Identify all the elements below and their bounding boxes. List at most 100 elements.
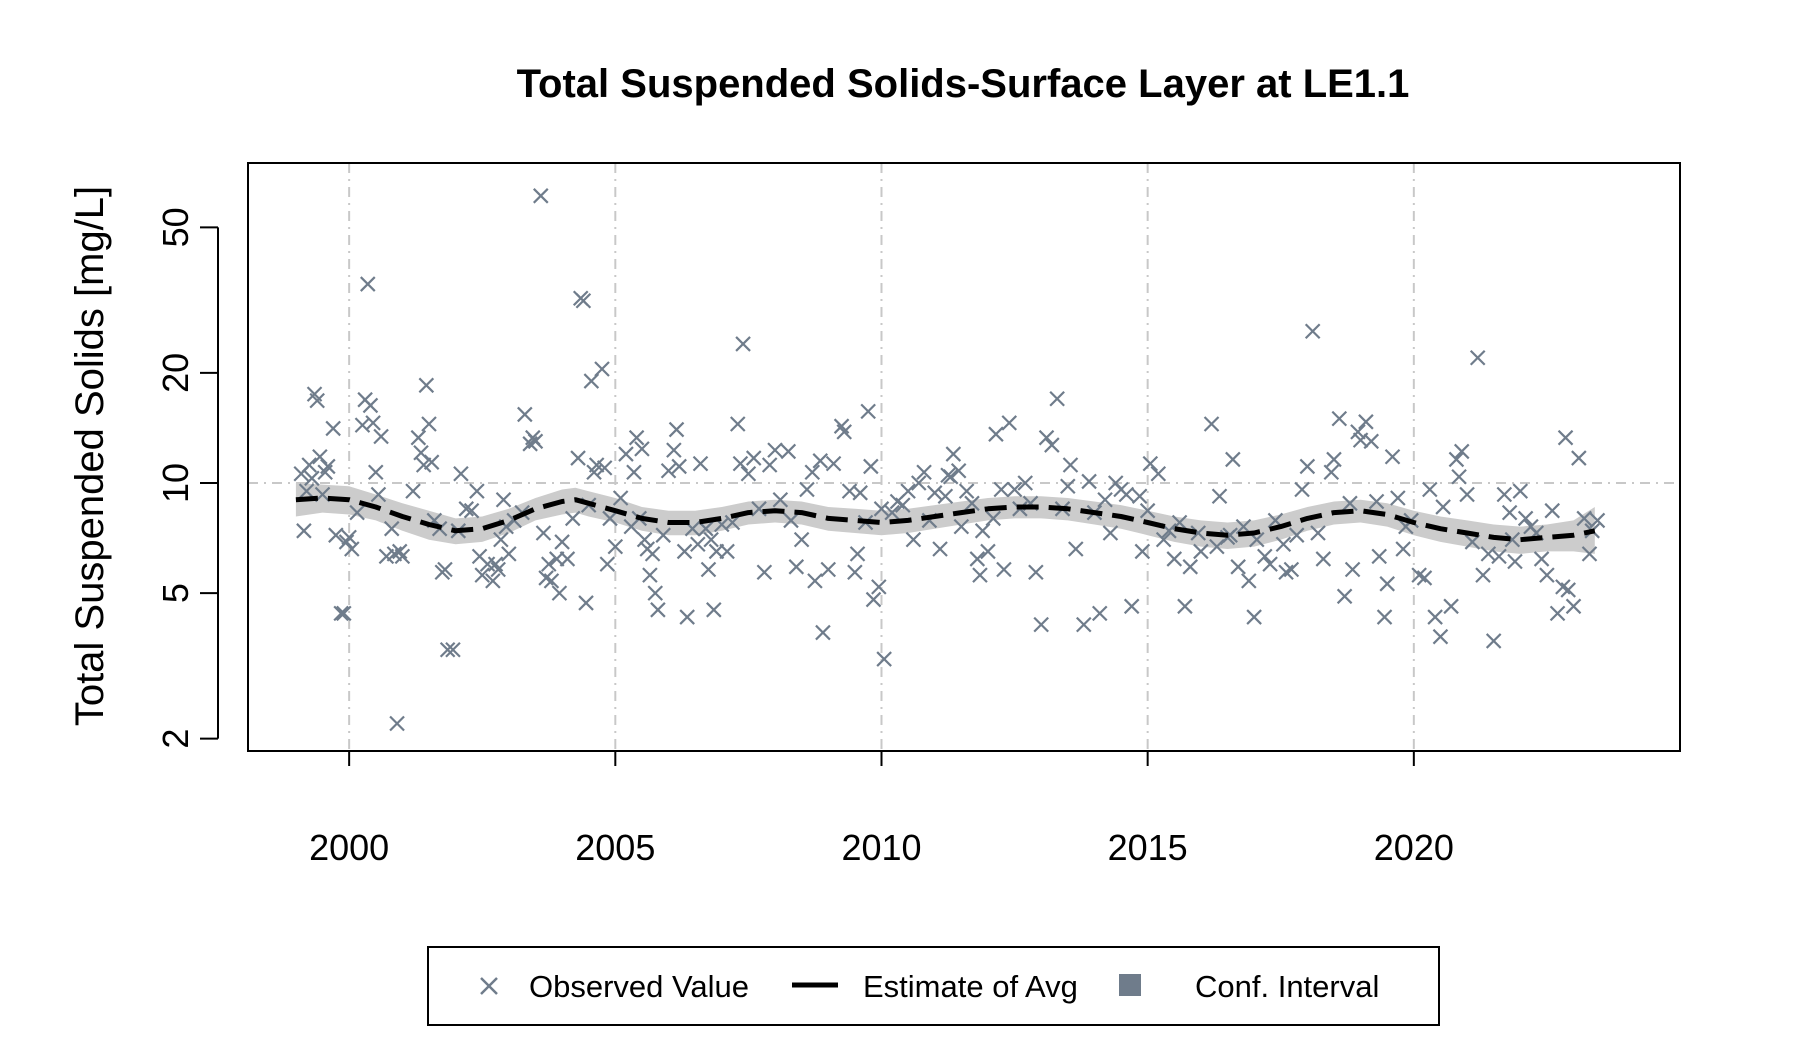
observed-point [1576, 510, 1592, 527]
observed-point [1443, 598, 1459, 615]
observed-point [333, 605, 349, 622]
observed-point [437, 561, 453, 578]
observed-point [626, 464, 642, 481]
observed-point [1504, 531, 1521, 548]
x-axis: 2000 2005 2010 2015 2020 [309, 751, 1454, 868]
observed-point [517, 406, 533, 423]
observed-point [418, 377, 435, 394]
observed-point [1017, 475, 1033, 491]
observed-point [719, 543, 735, 560]
observed-point [394, 548, 411, 565]
observed-point [905, 531, 922, 548]
observed-point [421, 416, 437, 432]
observed-point [564, 510, 581, 527]
plot-frame [247, 162, 1681, 752]
y-axis-label: Total Suspended Solids [mg/L] [68, 186, 112, 726]
observed-point [793, 531, 810, 548]
observed-point [1459, 486, 1475, 503]
observed-point [439, 641, 456, 658]
observed-point [1432, 628, 1449, 645]
observed-point [937, 488, 954, 505]
observed-point [1350, 424, 1366, 440]
observed-point [926, 485, 943, 501]
observed-point [575, 292, 592, 309]
observed-point [474, 567, 491, 583]
observed-point [974, 523, 991, 539]
observed-point [405, 483, 421, 499]
observed-point [1491, 548, 1507, 565]
observed-point [1581, 546, 1598, 562]
observed-point [1283, 561, 1300, 578]
observed-point [1565, 598, 1582, 615]
observed-point [570, 450, 586, 466]
observed-point [884, 504, 900, 521]
observed-point [876, 651, 892, 667]
observed-point [865, 591, 882, 608]
observed-point [602, 510, 618, 527]
observed-point [559, 551, 576, 567]
observed-point [362, 397, 379, 414]
observed-point [1068, 541, 1084, 557]
observed-point [820, 561, 837, 578]
observed-point [493, 531, 509, 548]
observed-point [1001, 415, 1018, 431]
observed-point [1044, 437, 1060, 453]
observed-point [551, 585, 568, 601]
y-axis: 2 5 10 20 50 [155, 207, 219, 749]
observed-point [761, 457, 778, 473]
observed-point [988, 426, 1004, 442]
observed-point [1102, 525, 1119, 541]
observed-point [1422, 481, 1438, 498]
observed-point [780, 443, 797, 460]
observed-point [1331, 410, 1348, 427]
observed-point [772, 491, 789, 508]
legend-marker-ci [1119, 974, 1141, 996]
observed-point [453, 465, 469, 482]
observed-point [676, 543, 693, 560]
observed-point [1336, 588, 1353, 605]
observed-point [1376, 609, 1393, 625]
observed-point [1033, 616, 1049, 633]
observed-point [993, 481, 1010, 498]
observed-point [383, 520, 400, 537]
observed-point [1038, 429, 1055, 446]
observed-point [1469, 350, 1486, 366]
observed-point [815, 624, 831, 641]
observed-point [607, 538, 624, 555]
observed-point [594, 361, 610, 377]
observed-point [1275, 536, 1292, 553]
observed-point [700, 561, 717, 578]
observed-point [660, 463, 677, 479]
observed-point [578, 595, 594, 611]
observed-point [463, 502, 480, 519]
observed-point [367, 464, 384, 481]
observed-point [1278, 564, 1294, 581]
observed-point [540, 556, 557, 572]
observed-point [860, 403, 876, 420]
observed-point [296, 523, 312, 539]
observed-point [445, 641, 461, 658]
observed-point [724, 514, 741, 531]
observed-point [1256, 548, 1273, 565]
observed-point [1453, 443, 1470, 460]
observed-point [1123, 598, 1140, 615]
observed-point [1539, 567, 1555, 583]
observed-point [1288, 527, 1305, 543]
observed-point [1134, 543, 1151, 560]
x-tick-label: 2015 [1108, 827, 1188, 868]
observed-point [964, 495, 980, 512]
observed-point [1557, 429, 1574, 446]
observed-point [1222, 527, 1238, 543]
observed-point [1544, 502, 1561, 519]
observed-point [410, 429, 427, 446]
observed-point [932, 541, 948, 557]
observed-point [1512, 483, 1529, 499]
observed-point [945, 446, 962, 462]
observed-point [900, 483, 916, 499]
observed-point [1304, 323, 1321, 340]
observed-point [745, 450, 762, 466]
observed-point [647, 585, 664, 601]
observed-point [636, 531, 653, 548]
observed-point [847, 564, 863, 581]
